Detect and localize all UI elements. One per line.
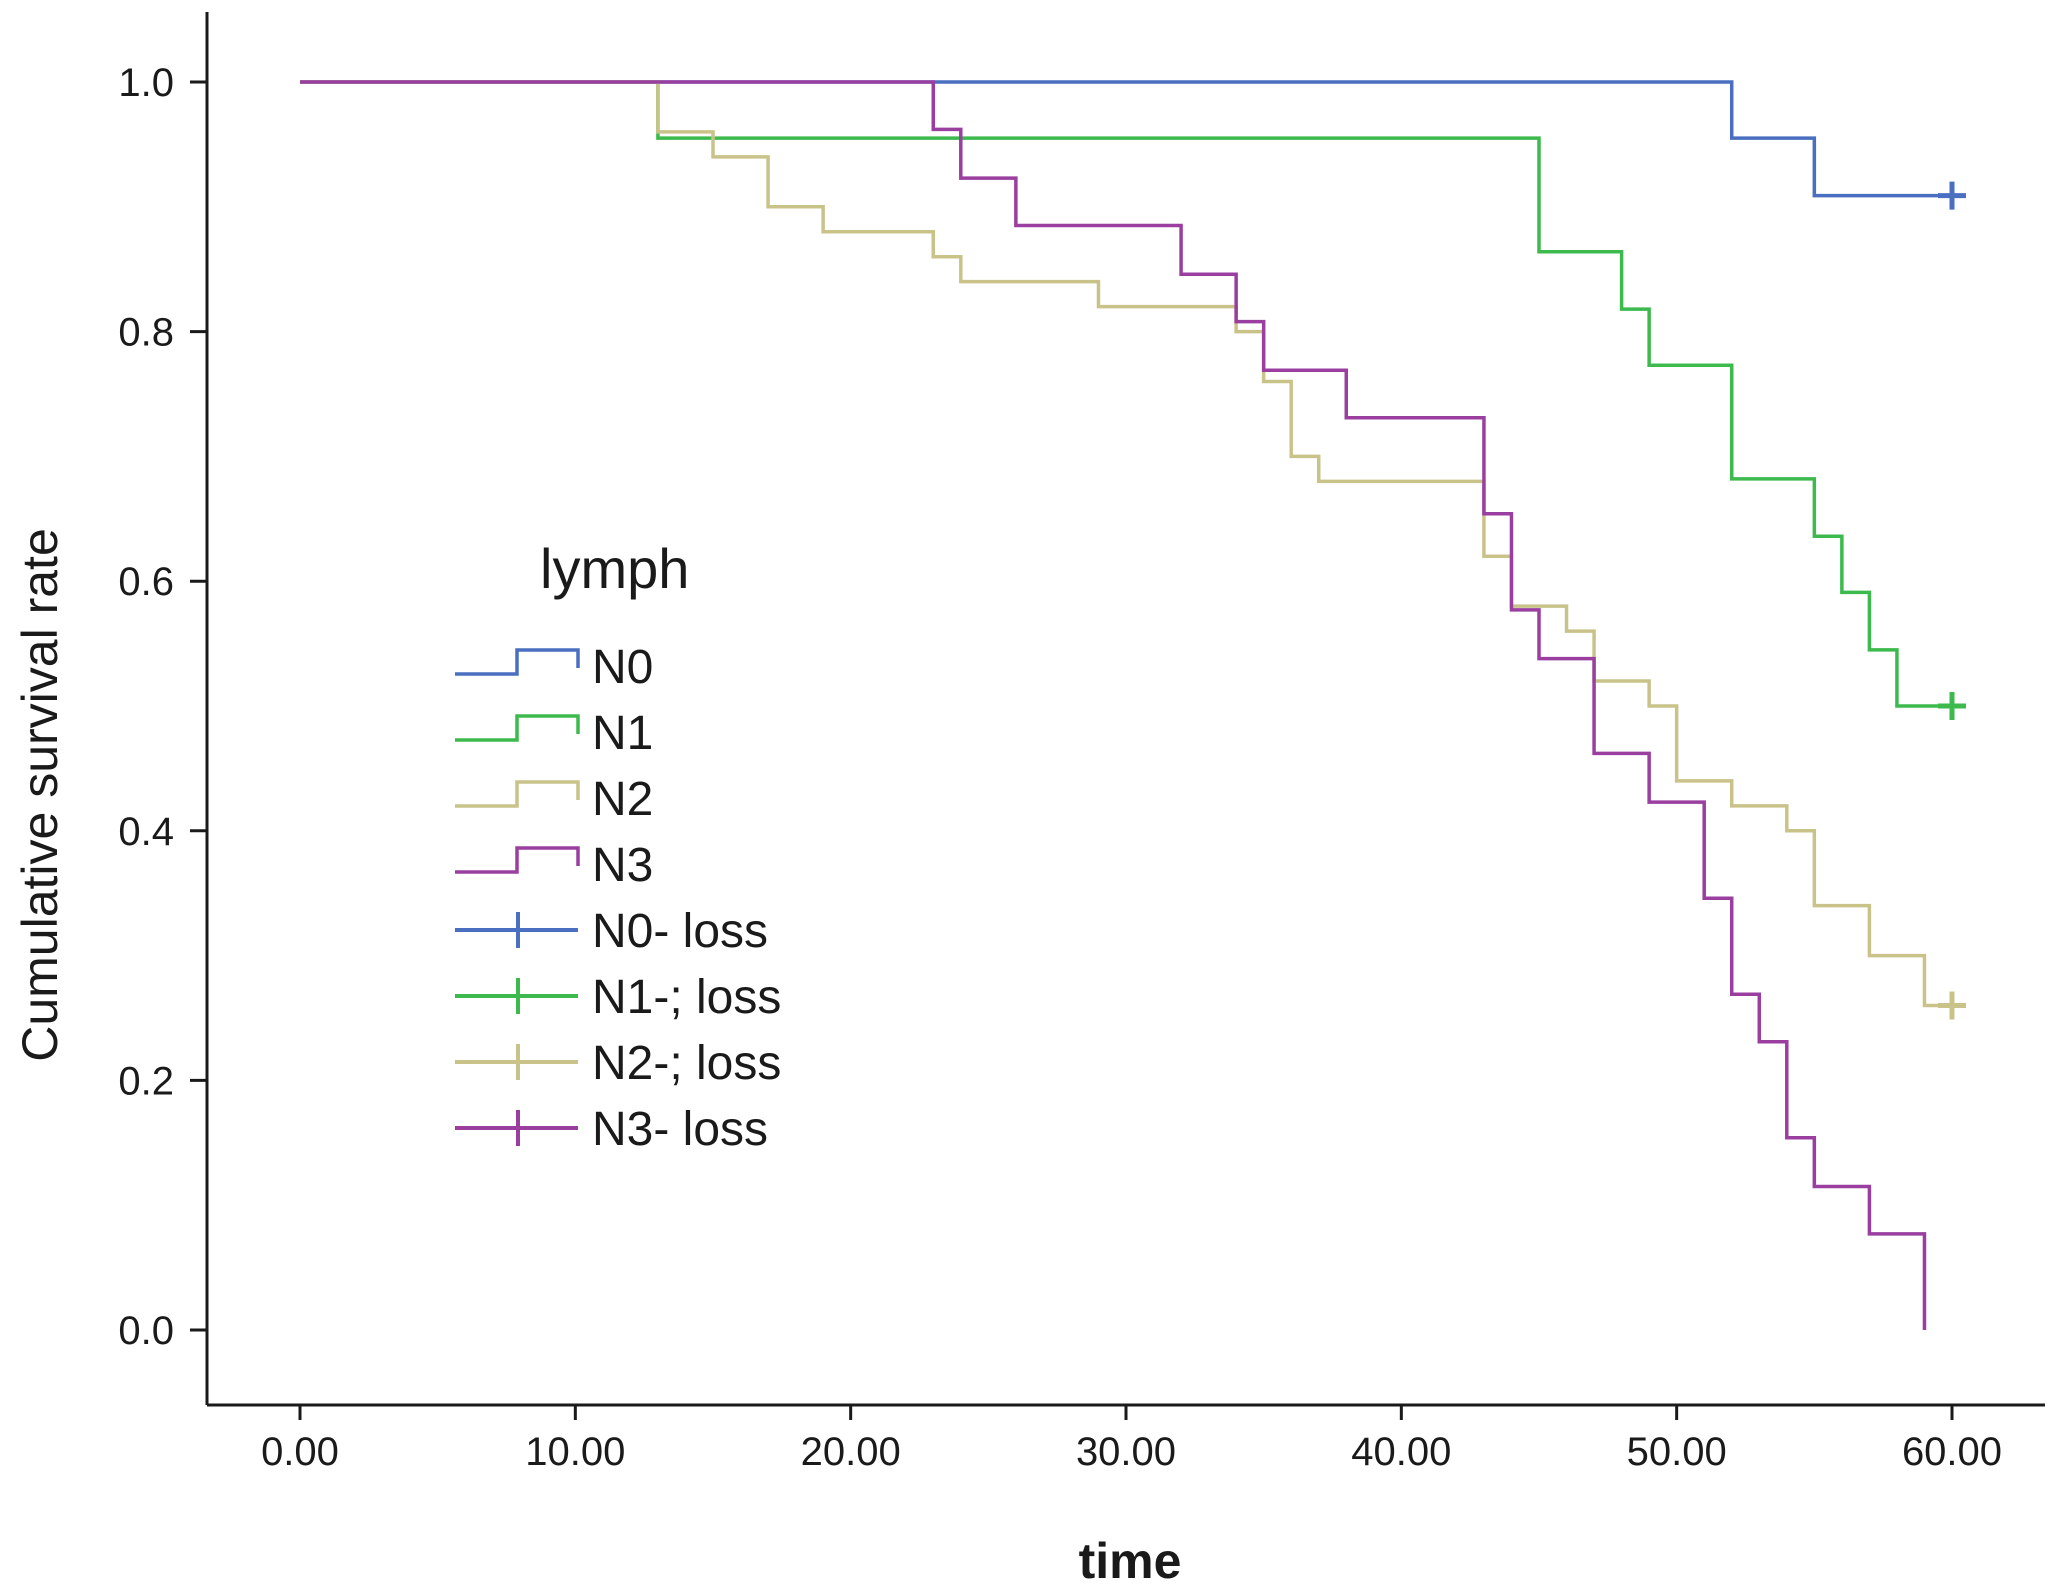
legend-swatch-censor <box>455 1110 578 1146</box>
series-n2-line <box>300 80 1952 1008</box>
series-n0-censor-mark <box>1938 181 1966 210</box>
legend-entries: N0 N1 N2 N3 N0- loss N1-; loss N2-; loss N3- lo… <box>455 641 781 1156</box>
series-layer <box>300 80 1952 1330</box>
x-tick-label: 20.00 <box>801 1430 901 1474</box>
series-n0-line <box>300 80 1952 198</box>
x-tick-label: 50.00 <box>1627 1430 1727 1474</box>
x-ticks: 0.00 10.00 20.00 30.00 40.00 50.00 60.00 <box>261 1405 2002 1474</box>
series-n1-censor-mark <box>1938 692 1966 720</box>
y-tick-label: 0.6 <box>118 560 174 604</box>
legend-swatch-line <box>455 846 580 874</box>
legend: lymph N0 N1 N2 N3 N0- loss N1-; loss N2-; loss… <box>455 537 781 1156</box>
legend-label: N1-; loss <box>592 971 781 1024</box>
y-tick-label: 0.2 <box>118 1059 174 1103</box>
x-tick-label: 60.00 <box>1902 1430 2002 1474</box>
legend-label: N3- loss <box>592 1103 768 1156</box>
x-tick-label: 40.00 <box>1351 1430 1451 1474</box>
legend-label: N1 <box>592 707 653 760</box>
y-tick-label: 0.0 <box>118 1309 174 1353</box>
legend-swatch-censor <box>455 1044 578 1080</box>
y-ticks: 0.0 0.2 0.4 0.6 0.8 1.0 <box>118 61 207 1353</box>
legend-label: N0 <box>592 641 653 694</box>
legend-swatch-censor <box>455 978 578 1014</box>
legend-label: N2 <box>592 773 653 826</box>
legend-swatch-censor <box>455 912 578 948</box>
y-axis-title: Cumulative survival rate <box>12 528 68 1062</box>
series-n3-line <box>300 80 1927 1330</box>
x-tick-label: 10.00 <box>525 1430 625 1474</box>
x-axis-title: time <box>1079 1533 1182 1587</box>
y-tick-label: 0.4 <box>118 810 174 854</box>
legend-title: lymph <box>540 537 689 600</box>
censor-layer <box>1938 181 1966 1020</box>
legend-label: N2-; loss <box>592 1037 781 1090</box>
legend-swatch-line <box>455 648 580 676</box>
y-tick-label: 0.8 <box>118 311 174 355</box>
x-tick-label: 0.00 <box>261 1430 339 1474</box>
legend-swatch-line <box>455 714 580 742</box>
x-tick-label: 30.00 <box>1076 1430 1176 1474</box>
y-tick-label: 1.0 <box>118 61 174 105</box>
axes <box>205 12 2045 1407</box>
legend-label: N3 <box>592 839 653 892</box>
legend-swatch-line <box>455 780 580 808</box>
series-n1-line <box>300 80 1952 708</box>
legend-label: N0- loss <box>592 905 768 958</box>
series-n2-censor-mark <box>1938 991 1966 1020</box>
